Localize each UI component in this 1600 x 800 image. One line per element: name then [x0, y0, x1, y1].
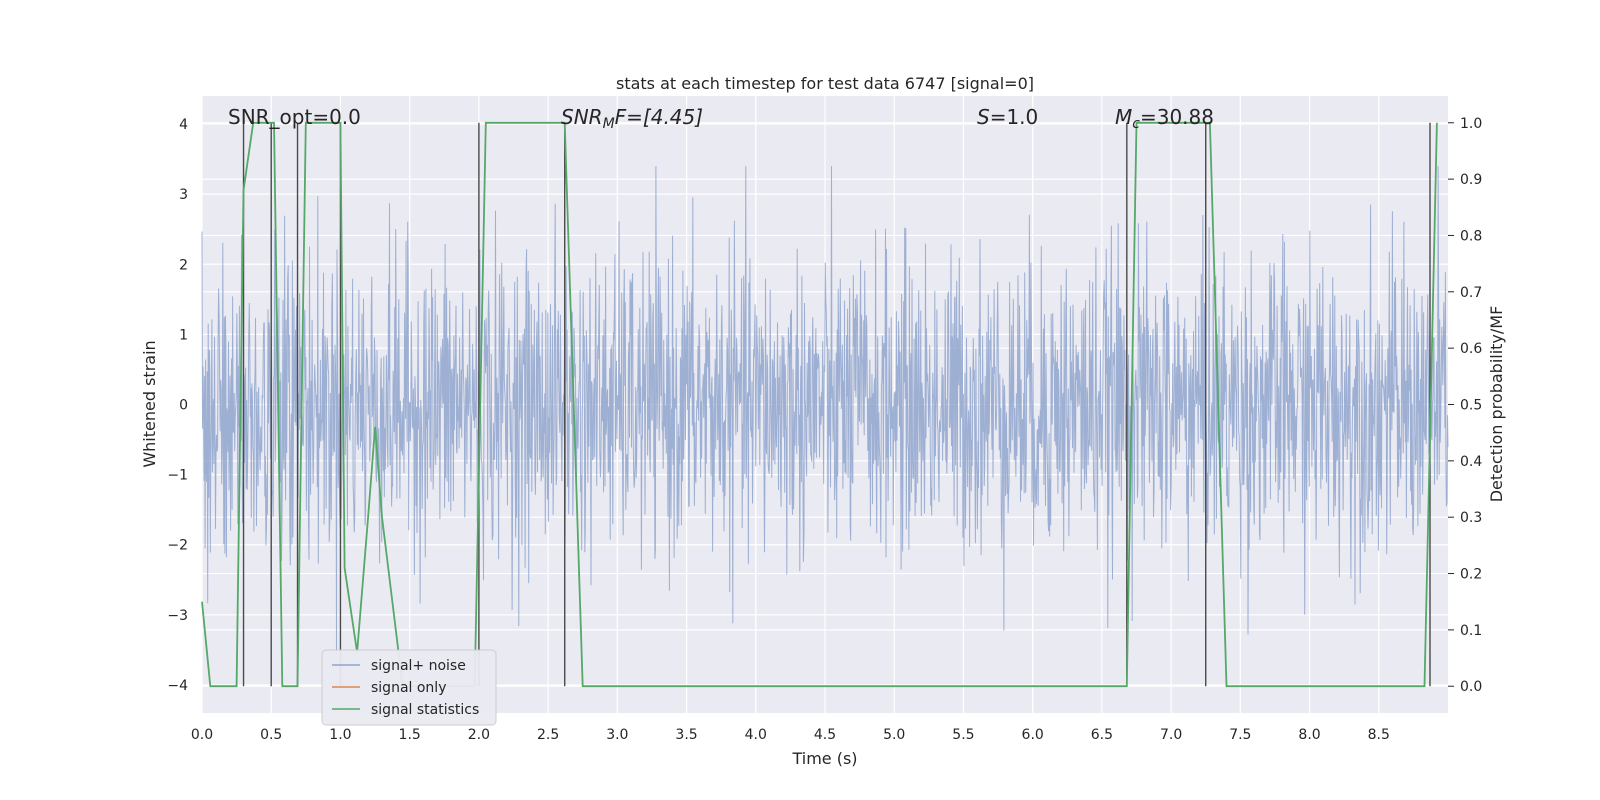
y-tick-label: 3	[179, 187, 188, 203]
legend-label-noise: signal+ noise	[371, 658, 466, 674]
mc-sub: c	[1132, 116, 1140, 132]
y-tick-label: 0	[179, 398, 188, 414]
y-tick-label: 4	[179, 117, 188, 133]
y-tick-labels: 4 3 2 1 0 −1 −2 −3 −4	[167, 117, 188, 694]
x-tick-label: 6.5	[1091, 727, 1113, 743]
x-tick-label: 7.5	[1229, 727, 1251, 743]
x-tick-label: 5.0	[883, 727, 905, 743]
y-tick-label: 1	[179, 327, 188, 343]
y2-tick-labels: 1.0 0.9 0.8 0.7 0.6 0.5 0.4 0.3 0.2 0.1 0.0	[1448, 116, 1482, 695]
legend-box	[321, 649, 497, 726]
x-axis-label: Time (s)	[791, 749, 857, 768]
y2-tick-label: 0.6	[1460, 341, 1482, 357]
s-var: S	[977, 105, 990, 129]
y2-tick-label: 0.2	[1460, 567, 1482, 583]
y2-tick-label: 0.5	[1460, 398, 1482, 414]
annotation-s: S=1.0	[977, 105, 1038, 129]
x-tick-label: 2.0	[468, 727, 490, 743]
x-tick-label: 8.0	[1298, 727, 1320, 743]
x-tick-label: 6.0	[1022, 727, 1044, 743]
y2-tick-label: 0.9	[1460, 172, 1482, 188]
x-tick-label: 5.5	[952, 727, 974, 743]
mc-main: M	[1115, 105, 1132, 129]
annotation-snr-opt: SNR_opt=0.0	[228, 105, 361, 129]
y-tick-label: 2	[179, 257, 188, 273]
x-tick-label: 0.5	[260, 727, 282, 743]
snr-mf-rest: F=[4.45]	[615, 105, 703, 129]
legend-label-stats: signal statistics	[371, 702, 479, 718]
chart-title: stats at each timestep for test data 674…	[616, 74, 1034, 93]
y-axis-label: Whitened strain	[140, 340, 159, 467]
y2-axis-label: Detection probability/MF	[1487, 306, 1506, 503]
x-tick-label: 4.5	[814, 727, 836, 743]
snr-mf-main: SNR	[561, 105, 603, 129]
y2-tick-label: 0.8	[1460, 228, 1482, 244]
y2-tick-label: 0.7	[1460, 285, 1482, 301]
signal-statistics-line	[201, 121, 1438, 688]
x-tick-label: 0.0	[191, 727, 213, 743]
legend-label-signal: signal only	[371, 680, 446, 696]
y-tick-label: −4	[167, 678, 188, 694]
snr-mf-sub: M	[603, 116, 615, 132]
legend: signal+ noise signal only signal statist…	[321, 649, 497, 726]
annotation-snr-mf: SNRMF=[4.45]	[561, 105, 703, 132]
x-tick-labels: 0.0 0.5 1.0 1.5 2.0 2.5 3.0 3.5 4.0 4.5 5.0 5.5 6.0 6…	[191, 727, 1390, 743]
stats-series	[201, 121, 1438, 688]
y2-tick-label: 1.0	[1460, 116, 1482, 132]
x-tick-label: 8.5	[1368, 727, 1390, 743]
noise-series	[201, 166, 1449, 654]
x-tick-label: 1.0	[329, 727, 351, 743]
x-tick-label: 4.0	[745, 727, 767, 743]
y2-tick-label: 0.1	[1460, 623, 1482, 639]
s-rest: =1.0	[990, 105, 1039, 129]
x-tick-label: 3.5	[675, 727, 697, 743]
y2-tick-label: 0.4	[1460, 454, 1482, 470]
x-tick-label: 7.0	[1160, 727, 1182, 743]
y-tick-label: −1	[167, 468, 188, 484]
annotation-mc: Mc=30.88	[1115, 105, 1214, 132]
mc-rest: =30.88	[1140, 105, 1214, 129]
y2-tick-label: 0.0	[1460, 679, 1482, 695]
y2-tick-label: 0.3	[1460, 510, 1482, 526]
signal-noise-line	[201, 166, 1449, 654]
x-tick-label: 1.5	[399, 727, 421, 743]
x-tick-label: 2.5	[537, 727, 559, 743]
y-tick-label: −3	[167, 608, 188, 624]
y-tick-label: −2	[167, 538, 188, 554]
x-tick-label: 3.0	[606, 727, 628, 743]
